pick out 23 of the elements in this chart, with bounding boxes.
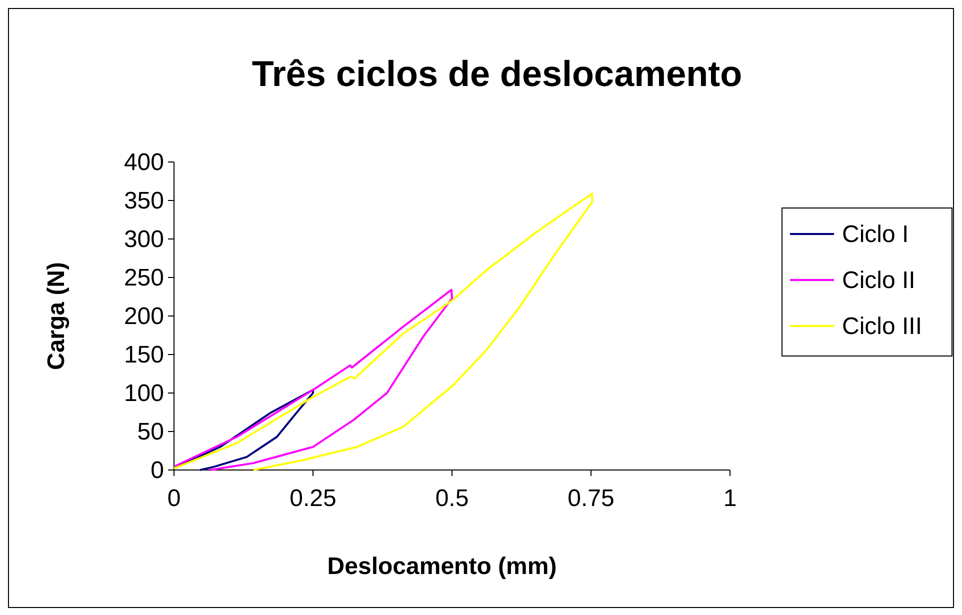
y-tick-label: 100	[124, 380, 164, 407]
x-axis-title: Deslocamento (mm)	[327, 553, 557, 580]
line-series	[173, 192, 594, 471]
line-series	[174, 288, 453, 471]
y-axis-title: Carga (N)	[43, 262, 70, 370]
x-tick-label: 0	[167, 485, 181, 512]
y-tick-label: 0	[150, 457, 164, 484]
legend-label: Ciclo III	[842, 313, 922, 340]
x-tick-label: 1	[723, 485, 737, 512]
y-tick-label: 200	[124, 303, 164, 330]
x-tick-label: 0.25	[290, 485, 336, 512]
x-tick-label: 0.75	[568, 485, 614, 512]
y-tick-label: 400	[124, 149, 164, 176]
y-tick-label: 350	[124, 188, 164, 214]
legend-label: Ciclo II	[842, 267, 916, 294]
x-tick-label: 0.5	[435, 485, 469, 512]
y-tick-label: 300	[124, 226, 164, 253]
y-tick-label: 50	[137, 418, 164, 446]
y-tick-label: 150	[124, 342, 164, 368]
legend-label: Ciclo I	[842, 221, 909, 248]
line-series	[174, 388, 314, 471]
chart-title: Três ciclos de deslocamento	[252, 53, 742, 94]
y-tick-label: 250	[124, 264, 164, 292]
